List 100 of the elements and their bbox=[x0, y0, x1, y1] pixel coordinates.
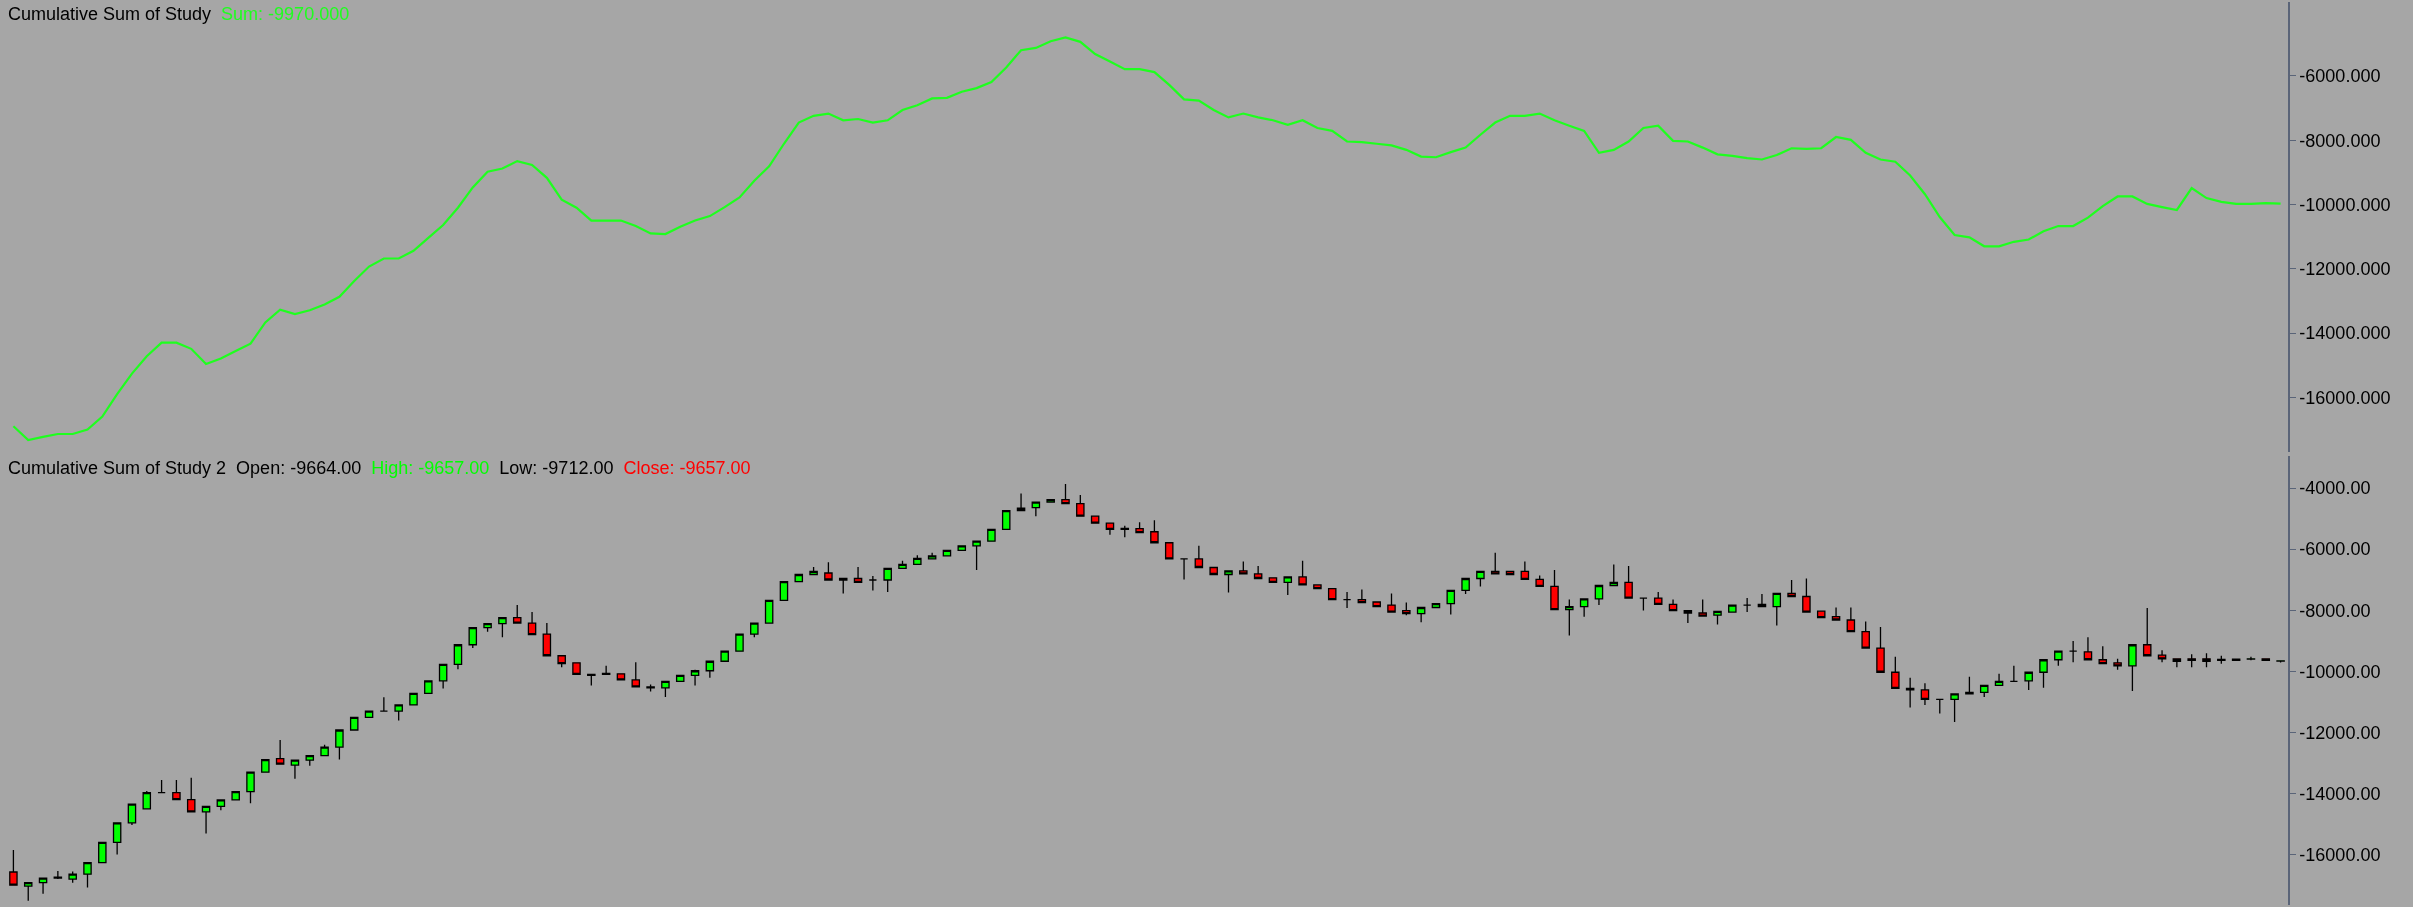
line-series bbox=[12, 36, 2282, 442]
candlestick bbox=[1001, 510, 1011, 530]
candlestick bbox=[542, 622, 552, 657]
candlestick bbox=[720, 650, 729, 662]
y-tick-label: -6000.000 bbox=[2299, 66, 2381, 87]
candlestick bbox=[53, 870, 63, 880]
candlestick bbox=[1342, 591, 1352, 609]
candlestick bbox=[661, 680, 670, 698]
candlestick bbox=[646, 683, 655, 693]
candlestick bbox=[675, 674, 685, 683]
candlestick bbox=[1313, 584, 1322, 590]
candlestick bbox=[468, 627, 478, 649]
candlestick bbox=[1950, 693, 1959, 723]
candlestick bbox=[1979, 684, 1989, 698]
candlestick bbox=[2261, 658, 2271, 661]
candlestick bbox=[2142, 607, 2152, 657]
candlestick bbox=[913, 554, 922, 566]
candlestick bbox=[1713, 610, 1722, 626]
candlestick bbox=[320, 743, 329, 757]
y-tick-label: -6000.00 bbox=[2299, 539, 2371, 560]
candlestick bbox=[186, 776, 196, 813]
candlestick bbox=[1239, 560, 1248, 575]
candlestick bbox=[2231, 658, 2241, 661]
candlestick bbox=[1935, 698, 1945, 715]
candlestick bbox=[957, 545, 967, 552]
candlestick bbox=[1965, 676, 1974, 695]
candlestick bbox=[690, 669, 700, 687]
candlestick bbox=[1653, 591, 1663, 606]
chart-title: Cumulative Sum of Study bbox=[8, 4, 212, 24]
candlestick bbox=[23, 882, 33, 902]
candlestick bbox=[1327, 587, 1337, 601]
candlestick bbox=[1476, 570, 1485, 588]
candlestick bbox=[1135, 521, 1144, 534]
candlestick bbox=[1802, 577, 1811, 613]
candlestick bbox=[1298, 560, 1307, 586]
candlestick bbox=[1105, 522, 1115, 536]
candlestick bbox=[883, 567, 892, 593]
candlestick bbox=[601, 665, 611, 676]
candlestick bbox=[1624, 565, 1633, 599]
candlestick bbox=[557, 655, 566, 669]
candlestick bbox=[2054, 650, 2063, 667]
candlestick bbox=[2098, 645, 2108, 665]
candlestick bbox=[112, 822, 122, 856]
candlestick bbox=[1994, 673, 2004, 687]
candlestick bbox=[1861, 620, 1870, 649]
candlestick bbox=[1150, 519, 1159, 544]
candlestick bbox=[572, 662, 581, 676]
candlestick bbox=[409, 692, 418, 706]
candlestick bbox=[868, 575, 878, 592]
candlestick bbox=[942, 549, 952, 557]
candlestick bbox=[1742, 597, 1752, 613]
candlestick bbox=[898, 560, 907, 570]
candlestick bbox=[1594, 584, 1604, 606]
candlestick bbox=[1609, 563, 1619, 587]
candlestick bbox=[587, 673, 596, 687]
candlestick bbox=[794, 573, 804, 583]
candlestick bbox=[261, 758, 270, 773]
candlestick bbox=[1787, 579, 1796, 598]
candlestick bbox=[764, 599, 774, 624]
candlestick bbox=[201, 805, 211, 835]
candlestick bbox=[853, 566, 863, 584]
candlestick bbox=[1357, 588, 1367, 604]
candlestick bbox=[1876, 626, 1885, 673]
y-tick-label: -12000.000 bbox=[2299, 259, 2391, 280]
candlestick bbox=[1728, 604, 1737, 613]
candlestick bbox=[1579, 598, 1589, 618]
candlestick bbox=[2276, 660, 2285, 664]
candlestick bbox=[972, 540, 981, 571]
candlestick bbox=[1416, 606, 1426, 623]
candlestick bbox=[2024, 671, 2033, 691]
y-tick-label: -10000.00 bbox=[2299, 661, 2381, 682]
candlestick bbox=[1402, 601, 1411, 616]
candlestick bbox=[527, 611, 537, 636]
candlestick bbox=[987, 528, 996, 542]
candlestick bbox=[809, 566, 818, 576]
candlestick bbox=[394, 704, 403, 722]
candlestick bbox=[1920, 682, 1930, 706]
candlestick bbox=[2128, 644, 2137, 692]
candlestick bbox=[498, 616, 507, 638]
candlestick bbox=[1076, 494, 1085, 517]
candlestick bbox=[246, 771, 255, 804]
candlestick bbox=[2009, 665, 2019, 683]
candlestick bbox=[824, 561, 833, 581]
candlestick bbox=[1490, 552, 1500, 575]
candlestick bbox=[779, 580, 789, 602]
candlestick bbox=[750, 622, 759, 638]
candlestick bbox=[305, 754, 315, 767]
y-tick-label: -16000.000 bbox=[2299, 387, 2391, 408]
candlestick bbox=[349, 716, 359, 731]
candlestick bbox=[2068, 640, 2078, 663]
y-tick-label: -10000.000 bbox=[2299, 194, 2391, 215]
candlestick bbox=[1772, 592, 1782, 627]
candlestick bbox=[1061, 483, 1070, 505]
candlestick bbox=[1461, 577, 1470, 595]
candlestick bbox=[231, 791, 240, 801]
candlestick bbox=[1446, 589, 1456, 616]
candlestick bbox=[1372, 601, 1381, 608]
y-tick-label: -12000.00 bbox=[2299, 722, 2381, 743]
candlestick bbox=[1698, 598, 1707, 617]
candlestick bbox=[275, 739, 285, 765]
